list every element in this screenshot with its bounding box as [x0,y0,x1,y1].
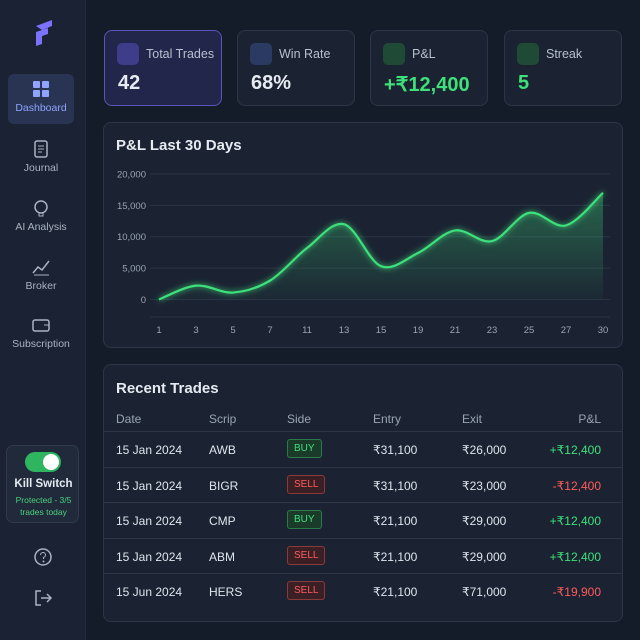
stat-card: Win Rate 68% [237,30,355,106]
row-divider [104,466,622,468]
x-tick-label: 13 [339,325,350,336]
nav-item[interactable]: Journal [8,134,74,184]
row-divider [104,431,622,432]
stat-label: P&L [412,47,436,61]
stat-card: Streak 5 [504,30,622,106]
trades-panel: Recent Trades Date Scrip Side Entry Exit P&L 1… [103,364,623,622]
column-header: Scrip [209,412,237,426]
stat-value: 42 [118,72,141,94]
sidebar: Dashboard Journal AI Analysis Broker Sub… [0,0,86,640]
stat-label: Streak [546,47,583,61]
table-cell: HERS [209,585,243,599]
x-tick-label: 27 [561,325,572,336]
stat-label: Total Trades [146,47,215,61]
x-tick-label: 30 [598,325,609,336]
row-divider [104,537,622,539]
side-badge: SELL [287,545,326,565]
table-cell: ₹29,000 [462,549,507,564]
table-cell: ₹23,000 [462,478,507,493]
y-tick-label: 0 [141,295,146,306]
help-icon[interactable] [33,547,53,567]
x-tick-label: 25 [524,325,535,336]
table-cell: ₹29,000 [462,514,507,528]
x-tick-label: 19 [413,325,424,336]
table-cell: ABM [209,549,236,564]
stat-label: Win Rate [279,47,331,61]
x-tick-label: 3 [193,325,198,336]
x-tick-label: 11 [302,325,312,336]
table-cell: 15 Jun 2024 [116,585,183,599]
x-tick-label: 21 [450,325,461,336]
y-tick-label: 10,000 [117,232,146,243]
pnl: -₹19,900 [552,585,601,599]
table-cell: ₹21,100 [373,549,418,564]
row-divider [104,502,622,503]
pnl: -₹12,400 [552,478,601,493]
x-tick-label: 7 [267,325,272,336]
nav-label: AI Analysis [15,221,67,233]
table-cell: ₹21,100 [373,585,418,599]
column-header: Date [116,412,142,426]
chart-title: P&L Last 30 Days [116,137,242,154]
nav-item[interactable]: Dashboard [8,74,74,124]
kill-switch-title: Kill Switch [14,478,73,490]
pnl: +₹12,400 [549,549,601,564]
nav-label: Subscription [12,338,70,350]
table-cell: ₹21,100 [373,514,418,528]
table-cell: CMP [209,514,236,528]
table-cell: AWB [209,443,236,457]
logout-icon[interactable] [33,588,53,608]
table-cell: 15 Jan 2024 [116,478,183,493]
table-cell: ₹71,000 [462,585,507,599]
x-tick-label: 1 [156,325,161,336]
table-cell: ₹31,100 [373,443,418,457]
stat-value: +₹12,400 [384,74,470,96]
column-header: P&L [578,412,601,426]
table-cell: 15 Jan 2024 [116,549,183,564]
logo [36,20,52,46]
column-header: Entry [373,412,402,426]
column-header: Exit [462,412,483,426]
y-tick-label: 15,000 [117,201,146,212]
nav-item[interactable]: AI Analysis [8,193,74,243]
table-cell: BIGR [209,478,239,493]
side-badge: BUY [287,510,322,529]
nav-item[interactable]: Subscription [8,310,74,360]
table-cell: 15 Jan 2024 [116,443,183,457]
pnl: +₹12,400 [549,443,601,457]
stat-value: 68% [251,72,292,94]
x-tick-label: 23 [487,325,498,336]
toggle[interactable] [25,452,61,472]
pnl: +₹12,400 [549,514,601,528]
column-header: Side [287,412,312,426]
nav-label: Broker [25,280,57,292]
nav-item[interactable]: Broker [8,252,74,302]
nav-label: Journal [23,162,59,174]
stat-value: 5 [518,72,530,94]
table-cell: ₹31,100 [373,478,418,493]
stat-card: Total Trades 42 [104,30,222,106]
table-title: Recent Trades [116,380,219,397]
side-badge: BUY [287,439,322,458]
table-cell: ₹26,000 [462,443,507,457]
kill-switch: Kill Switch Protected - 3/5 trades today [6,445,79,523]
area [159,192,603,300]
side-badge: SELL [287,581,326,600]
kill-switch-status: Protected - 3/5 trades today [15,495,72,517]
x-tick-label: 15 [376,325,387,336]
stat-card: P&L +₹12,400 [370,30,488,106]
row-divider [104,573,622,574]
nav-label: Dashboard [15,102,67,114]
table-cell: 15 Jan 2024 [116,514,183,528]
y-tick-label: 5,000 [122,264,146,275]
side-badge: SELL [287,474,326,494]
line [158,191,604,301]
y-tick-label: 20,000 [117,170,146,181]
x-tick-label: 5 [230,325,235,336]
